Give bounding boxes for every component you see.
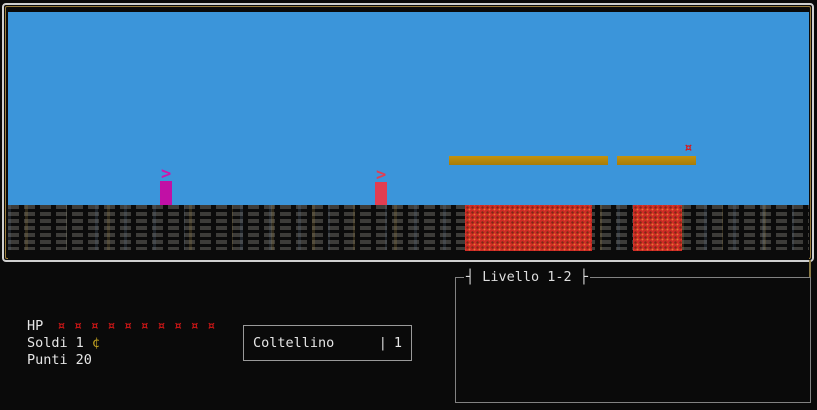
window-frame-outer [2, 3, 814, 262]
weapon-name: Coltellino [253, 335, 335, 351]
game-viewport[interactable]: > > ¤ [8, 12, 809, 259]
gold-platform-right [617, 156, 696, 165]
points-value: 20 [75, 351, 92, 368]
hp-line: HP ¤ ¤ ¤ ¤ ¤ ¤ ¤ ¤ ¤ ¤ [27, 317, 216, 334]
points-line: Punti 20 [27, 351, 216, 368]
weapon-slot[interactable]: Coltellino | 1 [243, 325, 412, 361]
red-block-small [633, 205, 682, 251]
arrow-indicator-red: > [376, 165, 387, 185]
weapon-divider: | [378, 335, 387, 351]
hp-hearts: ¤ ¤ ¤ ¤ ¤ ¤ ¤ ¤ ¤ ¤ [57, 317, 216, 334]
ground-bricks [8, 205, 809, 250]
money-value: 1 [75, 334, 84, 351]
weapon-count-group: | 1 [379, 335, 402, 351]
magenta-pillar [160, 181, 172, 205]
money-line: Soldi 1 ¢ [27, 334, 216, 351]
gold-platform-left [449, 156, 608, 165]
weapon-count: 1 [393, 335, 402, 351]
red-block-large [465, 205, 592, 251]
enemy-sprite: ¤ [684, 140, 693, 156]
level-title-right-tick: ├ [579, 269, 588, 285]
money-label: Soldi [27, 334, 68, 351]
level-title-text: Livello 1-2 [482, 269, 572, 285]
level-title: ┤ Livello 1-2 ├ [464, 269, 590, 286]
sky [8, 12, 809, 205]
level-title-left-tick: ┤ [466, 269, 475, 285]
arrow-indicator-magenta: > [161, 164, 172, 184]
hp-label: HP [27, 317, 44, 334]
points-label: Punti [27, 351, 68, 368]
cent-icon: ¢ [91, 334, 100, 351]
stats-panel: HP ¤ ¤ ¤ ¤ ¤ ¤ ¤ ¤ ¤ ¤ Soldi 1 ¢ Punti 2… [27, 317, 216, 368]
level-panel: ┤ Livello 1-2 ├ [455, 269, 811, 403]
red-pillar [375, 182, 387, 205]
